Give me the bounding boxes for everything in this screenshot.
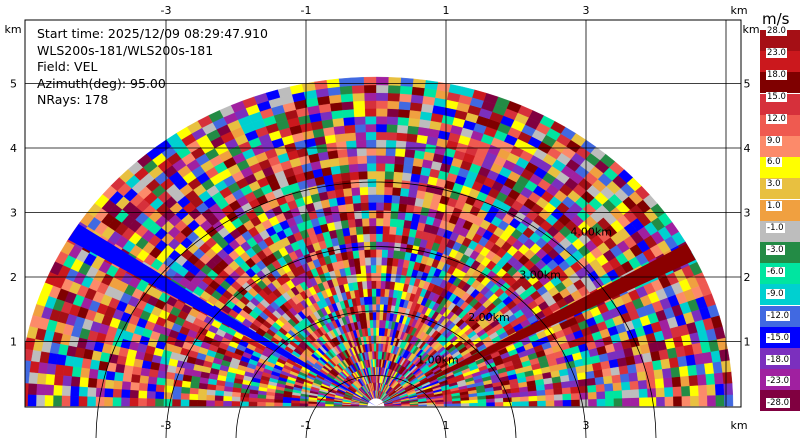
colorbar-level-label: 3.0 xyxy=(766,179,782,190)
x-unit-label-top: km xyxy=(730,4,747,17)
grid xyxy=(25,20,741,407)
colorbar-level-label: -12.0 xyxy=(766,310,790,321)
y-tick-label-right: 5 xyxy=(744,78,751,91)
strong-beam-0 xyxy=(68,223,377,406)
y-unit-label-right: km xyxy=(742,23,759,36)
colorbar-level-label: -23.0 xyxy=(766,376,790,387)
colorbar-level-label: -1.0 xyxy=(766,223,785,234)
y-tick-label-left: 2 xyxy=(10,271,17,284)
y-tick-label-right: 4 xyxy=(744,142,751,155)
x-tick-label-bottom: -3 xyxy=(161,419,172,432)
y-tick-label-left: 4 xyxy=(10,142,17,155)
colorbar-level-label: 23.0 xyxy=(766,47,787,58)
colorbar-level-label: -15.0 xyxy=(766,332,790,343)
nrays-text: NRays: 178 xyxy=(37,92,109,107)
x-unit-label-bottom: km xyxy=(730,419,747,432)
colorbar-level-label: -9.0 xyxy=(766,288,785,299)
y-tick-label-left: 3 xyxy=(10,207,17,220)
x-tick-label-top: 1 xyxy=(443,4,450,17)
range-ring xyxy=(305,375,447,438)
colorbar-level-label: 1.0 xyxy=(766,201,782,212)
colorbar-level-label: 18.0 xyxy=(766,69,787,80)
range-ring xyxy=(165,246,587,438)
x-tick-label-bottom: 1 xyxy=(443,419,450,432)
x-tick-label-bottom: -1 xyxy=(301,419,312,432)
colorbar-level-label: -18.0 xyxy=(766,354,790,365)
colorbar-level-label: 28.0 xyxy=(766,26,787,36)
range-ring xyxy=(235,310,517,438)
y-tick-label-right: 1 xyxy=(744,336,751,349)
start-time-text: Start time: 2025/12/09 08:29:47.910 xyxy=(37,26,268,41)
ring-label: 2.00km xyxy=(468,311,510,324)
colorbar-level-label: -3.0 xyxy=(766,245,785,255)
instrument-text: WLS200s-181/WLS200s-181 xyxy=(37,42,214,58)
sweep-info: Start time: 2025/12/09 08:29:47.910 WLS2… xyxy=(37,26,268,109)
y-tick-label-right: 3 xyxy=(744,207,751,220)
ring-label: 1.00km xyxy=(417,353,459,366)
x-tick-label-top: -1 xyxy=(301,4,312,17)
strong-beam-1 xyxy=(376,243,696,406)
ring-label: 4.00km xyxy=(570,226,612,239)
colorbar-level-label: 15.0 xyxy=(766,91,787,102)
colorbar-level-label: 12.0 xyxy=(766,113,787,124)
azimuth-text: Azimuth(deg): 95.00 xyxy=(37,75,166,91)
colorbar-level-label: 9.0 xyxy=(766,135,782,146)
y-tick-label-left: 1 xyxy=(10,336,17,349)
y-unit-label-left: km xyxy=(4,23,21,36)
colorbar-level-label: -6.0 xyxy=(766,266,785,277)
x-tick-label-top: -3 xyxy=(161,4,172,17)
y-tick-label-left: 5 xyxy=(10,78,17,91)
colorbar-level-label: -28.0 xyxy=(766,398,790,409)
colorbar-level-label: 6.0 xyxy=(766,157,782,168)
field-text: Field: VEL xyxy=(37,59,98,74)
ring-label: 3.00km xyxy=(519,268,561,281)
x-tick-label-top: 3 xyxy=(583,4,590,17)
range-rings xyxy=(95,181,657,438)
x-tick-label-bottom: 3 xyxy=(583,419,590,432)
colorbar-unit: m/s xyxy=(762,10,790,28)
plot-frame xyxy=(24,19,742,408)
y-tick-label-right: 2 xyxy=(744,271,751,284)
range-ring xyxy=(95,181,657,438)
